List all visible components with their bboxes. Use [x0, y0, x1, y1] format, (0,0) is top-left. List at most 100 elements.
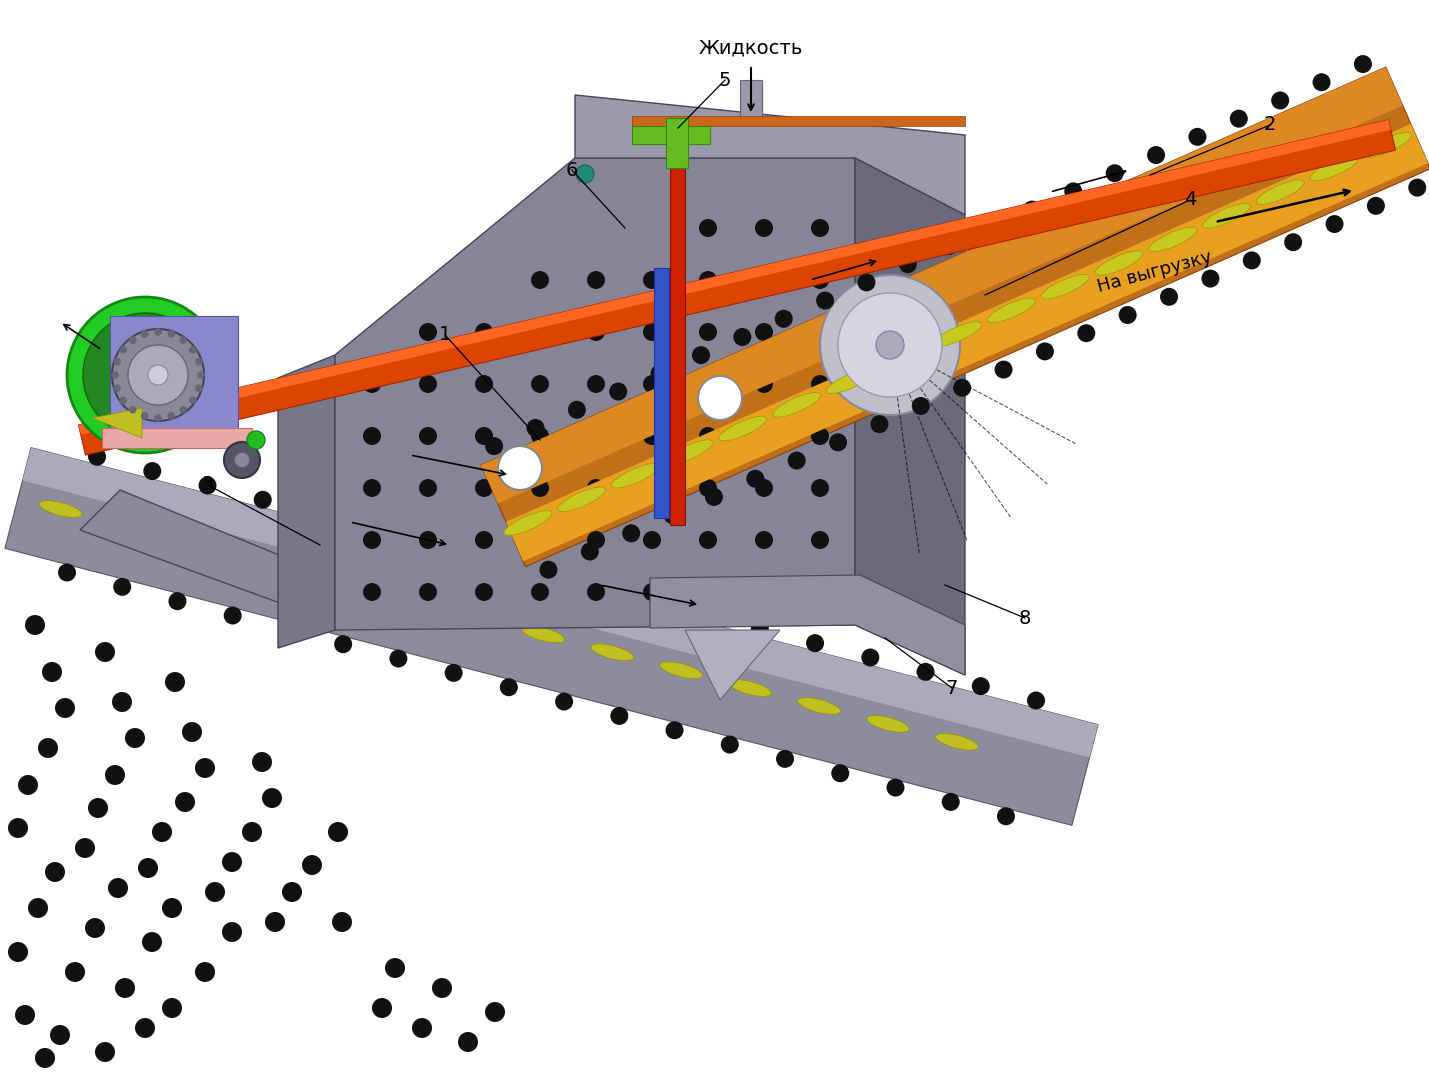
Circle shape — [474, 531, 493, 549]
Circle shape — [363, 583, 382, 600]
Ellipse shape — [1256, 180, 1305, 204]
Circle shape — [199, 476, 217, 495]
Circle shape — [699, 531, 717, 549]
Circle shape — [775, 310, 793, 327]
Circle shape — [1027, 691, 1045, 710]
Circle shape — [252, 752, 272, 772]
Text: 4: 4 — [1183, 190, 1196, 210]
Circle shape — [699, 271, 717, 289]
Circle shape — [224, 442, 260, 478]
Circle shape — [474, 480, 493, 497]
Ellipse shape — [612, 463, 659, 488]
Circle shape — [812, 375, 829, 393]
Circle shape — [141, 413, 149, 420]
Circle shape — [372, 998, 392, 1018]
Circle shape — [224, 607, 242, 624]
Circle shape — [812, 531, 829, 549]
Text: 6: 6 — [566, 161, 579, 179]
Circle shape — [532, 427, 549, 445]
Circle shape — [94, 642, 114, 662]
Circle shape — [9, 818, 29, 838]
Circle shape — [587, 583, 604, 600]
Circle shape — [141, 932, 161, 951]
Circle shape — [154, 328, 161, 336]
Circle shape — [643, 531, 662, 549]
Circle shape — [942, 793, 960, 811]
Circle shape — [567, 401, 586, 419]
Circle shape — [997, 807, 1015, 825]
Circle shape — [812, 219, 829, 237]
Circle shape — [876, 330, 905, 359]
Circle shape — [1285, 233, 1302, 252]
Circle shape — [699, 480, 717, 497]
Circle shape — [113, 384, 121, 392]
Polygon shape — [4, 448, 1097, 825]
Ellipse shape — [590, 644, 633, 661]
Circle shape — [643, 271, 662, 289]
Circle shape — [41, 662, 61, 681]
Circle shape — [532, 583, 549, 600]
Ellipse shape — [1363, 133, 1412, 158]
Circle shape — [104, 765, 124, 785]
Circle shape — [857, 273, 876, 292]
Circle shape — [419, 583, 437, 600]
Circle shape — [9, 942, 29, 962]
Circle shape — [643, 375, 662, 393]
Circle shape — [1077, 324, 1095, 342]
Circle shape — [750, 620, 769, 638]
Circle shape — [696, 606, 713, 623]
Circle shape — [532, 531, 549, 549]
Circle shape — [234, 453, 250, 468]
Text: Жидкость: Жидкость — [699, 39, 803, 58]
Circle shape — [1160, 287, 1177, 306]
Circle shape — [221, 922, 242, 942]
Circle shape — [189, 396, 197, 404]
Text: 2: 2 — [1263, 116, 1276, 135]
Polygon shape — [670, 120, 684, 525]
Polygon shape — [334, 158, 855, 630]
Circle shape — [169, 592, 186, 610]
Circle shape — [532, 323, 549, 341]
Circle shape — [50, 1025, 70, 1045]
Circle shape — [181, 723, 201, 742]
Circle shape — [194, 758, 214, 778]
Circle shape — [302, 855, 322, 875]
Circle shape — [412, 1018, 432, 1038]
Polygon shape — [480, 67, 1403, 503]
Polygon shape — [101, 428, 252, 448]
Circle shape — [164, 672, 184, 692]
Circle shape — [663, 507, 682, 524]
Circle shape — [755, 219, 773, 237]
Circle shape — [24, 615, 44, 635]
Polygon shape — [79, 120, 1390, 435]
Polygon shape — [654, 268, 669, 518]
Circle shape — [699, 323, 717, 341]
Polygon shape — [279, 355, 334, 648]
Circle shape — [167, 413, 176, 420]
Polygon shape — [79, 120, 1396, 455]
Circle shape — [982, 219, 999, 237]
Circle shape — [666, 721, 683, 739]
Ellipse shape — [880, 346, 927, 369]
Circle shape — [113, 357, 121, 365]
Circle shape — [264, 912, 284, 932]
Circle shape — [587, 375, 604, 393]
Circle shape — [587, 271, 604, 289]
Circle shape — [89, 798, 109, 818]
Circle shape — [282, 882, 302, 902]
Polygon shape — [110, 316, 239, 434]
Ellipse shape — [557, 487, 606, 512]
Circle shape — [1272, 92, 1289, 109]
Ellipse shape — [933, 322, 982, 347]
Circle shape — [776, 750, 795, 768]
Circle shape — [532, 271, 549, 289]
Circle shape — [154, 415, 161, 422]
Circle shape — [587, 323, 604, 341]
Circle shape — [161, 998, 181, 1018]
Ellipse shape — [1149, 227, 1196, 252]
Circle shape — [29, 897, 49, 918]
Polygon shape — [855, 158, 965, 675]
Text: На выгрузку: На выгрузку — [1096, 248, 1215, 296]
Circle shape — [640, 591, 659, 609]
Circle shape — [746, 470, 765, 488]
